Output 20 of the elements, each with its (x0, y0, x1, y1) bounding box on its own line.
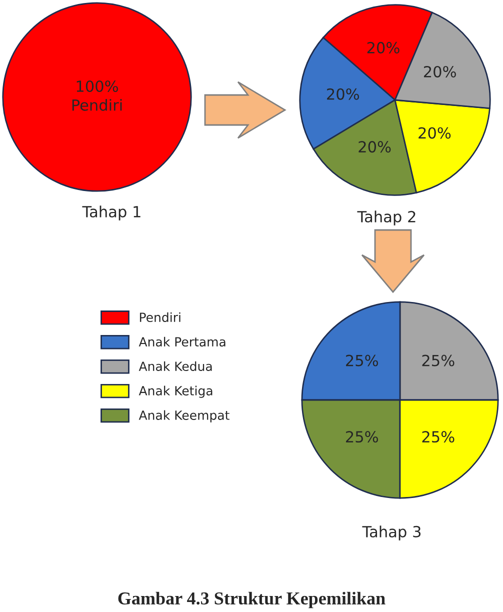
legend-label: Anak Keempat (138, 410, 230, 422)
legend-label: Anak Kedua (138, 361, 212, 371)
data-label: 20% (418, 127, 451, 139)
legend-label: Anak Ketiga (138, 386, 212, 398)
data-label: 100% (76, 80, 118, 92)
slice-label: Pendiri (72, 99, 122, 111)
legend-label: Pendiri (140, 312, 180, 322)
text: Tahap 2 (357, 210, 416, 226)
data-label: 20% (358, 141, 391, 153)
data-label: 25% (346, 354, 378, 366)
data-label: 25% (422, 354, 454, 366)
data-label: 25% (422, 431, 454, 443)
data-label: 20% (327, 88, 360, 100)
legend-label: Anak Pertama (138, 336, 226, 347)
text: Tahap 1 (82, 206, 140, 220)
text: Tahap 3 (362, 526, 421, 540)
data-label: 25% (346, 431, 378, 443)
text: Gambar 4.3 Struktur Kepemilikan (118, 592, 386, 608)
data-label: 20% (424, 66, 456, 78)
data-label: 20% (367, 42, 400, 54)
